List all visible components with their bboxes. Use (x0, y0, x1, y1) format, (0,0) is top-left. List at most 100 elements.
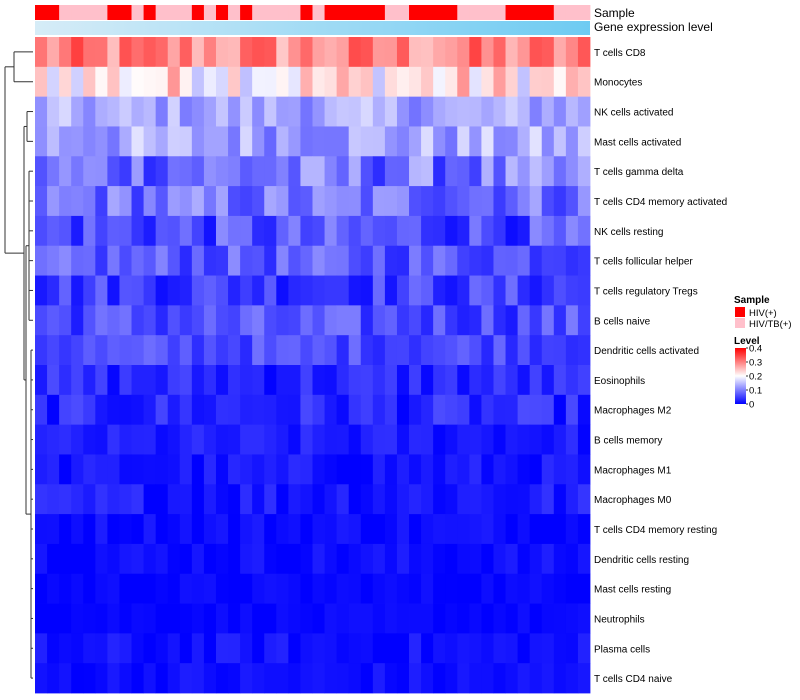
heatmap-cell (240, 305, 253, 336)
heatmap-cell (517, 454, 531, 485)
heatmap-cell (396, 275, 410, 306)
heatmap-cell (469, 245, 482, 276)
heatmap-cell (541, 96, 555, 127)
heatmap-cell (191, 245, 205, 276)
heatmap-cell (107, 126, 120, 157)
sample-cell (565, 5, 579, 20)
heatmap-cell (240, 633, 253, 664)
heatmap-cell (35, 573, 48, 604)
heatmap-cell (445, 543, 458, 575)
heatmap-cell (59, 663, 72, 694)
heatmap-cell (457, 454, 470, 485)
heatmap-cell (179, 66, 193, 98)
row-label: Macrophages M0 (594, 495, 672, 506)
heatmap-cell (541, 126, 555, 157)
legend-level-title: Level (734, 336, 760, 347)
heatmap-cell (505, 126, 519, 157)
heatmap-cell (143, 543, 157, 575)
heatmap-cell (553, 96, 567, 127)
heatmap-cell (481, 365, 494, 396)
heatmap-cell (336, 663, 350, 694)
heatmap-cell (228, 245, 241, 276)
heatmap-cell (167, 424, 181, 455)
sample-cell (457, 5, 470, 20)
heatmap-cell (493, 663, 506, 694)
heatmap-cell (131, 514, 144, 545)
heatmap-cell (131, 66, 144, 98)
heatmap-cell (541, 514, 555, 545)
heatmap-cell (35, 365, 48, 396)
heatmap-cell (276, 514, 289, 545)
heatmap-cell (481, 573, 494, 604)
row-label: NK cells activated (594, 108, 673, 119)
heatmap-cell (143, 275, 157, 306)
heatmap-cell (107, 603, 120, 634)
heatmap-cell (384, 156, 398, 187)
heatmap-cell (95, 514, 108, 545)
heatmap-cell (360, 543, 374, 575)
legend-label-hiv: HIV(+) (749, 308, 777, 319)
heatmap-cell (252, 454, 265, 485)
heatmap-cell (71, 37, 84, 68)
heatmap-cell (300, 96, 313, 127)
heatmap-cell (481, 66, 494, 98)
heatmap-cell (215, 215, 229, 247)
heatmap-cell (179, 543, 193, 575)
heatmap-cell (107, 96, 120, 127)
heatmap-cell (155, 156, 169, 187)
heatmap-cell (312, 484, 325, 515)
heatmap-cell (384, 275, 398, 306)
heatmap-cell (71, 424, 84, 455)
heatmap-cell (191, 186, 205, 217)
heatmap-cell (119, 663, 132, 694)
heatmap-cell (59, 275, 72, 306)
heatmap-cell (577, 603, 591, 634)
heatmap-cell (35, 394, 48, 426)
heatmap-cell (384, 335, 398, 366)
heatmap-cell (47, 603, 60, 634)
heatmap-cell (324, 663, 338, 694)
heatmap-cell (457, 633, 470, 664)
heatmap-cell (215, 514, 229, 545)
heatmap-cell (348, 126, 362, 157)
heatmap-cell (324, 484, 338, 515)
heatmap-cell (119, 543, 132, 575)
heatmap-cell (493, 245, 506, 276)
heatmap-cell (300, 454, 313, 485)
heatmap-cell (143, 335, 157, 366)
heatmap-cell (312, 305, 325, 336)
heatmap-cell (203, 514, 217, 545)
heatmap-cell (433, 335, 446, 366)
heatmap-cell (179, 335, 193, 366)
heatmap-cell (384, 603, 398, 634)
heatmap-cell (288, 245, 301, 276)
sample-cell (312, 5, 325, 20)
level-tick-label: 0.1 (749, 386, 762, 397)
heatmap-cell (336, 633, 350, 664)
heatmap-cell (421, 37, 434, 68)
heatmap-cell (336, 543, 350, 575)
heatmap-cell (276, 663, 289, 694)
heatmap-cell (312, 365, 325, 396)
heatmap-cell (203, 37, 217, 68)
heatmap-cell (288, 424, 301, 455)
heatmap-cell (312, 633, 325, 664)
heatmap-cell (252, 126, 265, 157)
heatmap-cell (529, 275, 543, 306)
heatmap-cell (541, 454, 555, 485)
heatmap-cell (505, 186, 519, 217)
heatmap-cell (312, 186, 325, 217)
heatmap-cell (179, 514, 193, 545)
heatmap-cell (83, 543, 96, 575)
heatmap-cell (240, 394, 253, 426)
heatmap-cell (372, 514, 386, 545)
heatmap-cell (59, 156, 72, 187)
heatmap-cell (95, 394, 108, 426)
heatmap-cell (517, 394, 531, 426)
heatmap-cell (95, 335, 108, 366)
heatmap-cell (457, 305, 470, 336)
heatmap-cell (348, 454, 362, 485)
heatmap-cell (409, 66, 422, 98)
heatmap-cell (457, 394, 470, 426)
